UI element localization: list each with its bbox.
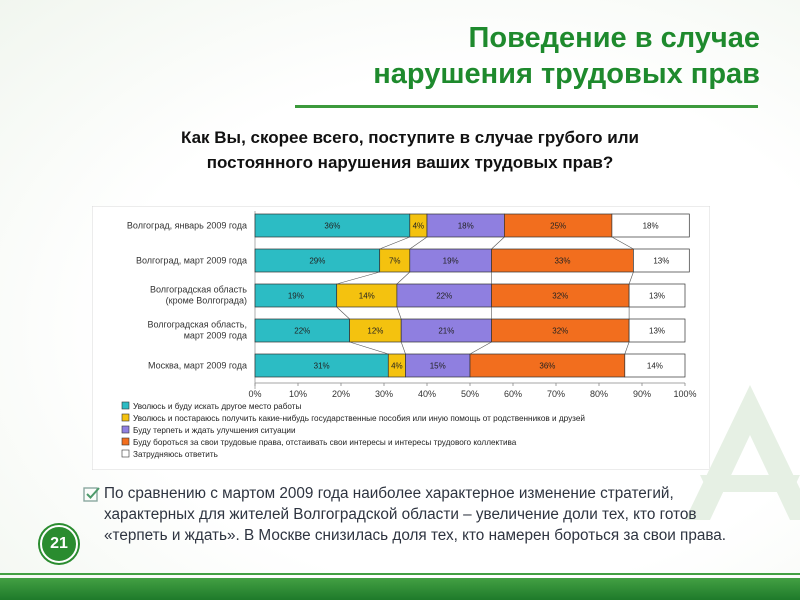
data-label: 14% [359, 292, 375, 301]
data-label: 4% [391, 362, 403, 371]
data-label: 22% [294, 327, 310, 336]
connector-line [336, 271, 380, 285]
data-label: 15% [430, 362, 446, 371]
data-label: 19% [443, 257, 459, 266]
data-label: 13% [649, 327, 665, 336]
data-label: 4% [413, 222, 425, 231]
data-label: 18% [458, 222, 474, 231]
question-text: Как Вы, скорее всего, поступите в случае… [80, 125, 740, 175]
connector-line [409, 236, 428, 250]
connector-line [628, 271, 634, 285]
data-label: 22% [436, 292, 452, 301]
x-tick-label: 100% [673, 389, 696, 399]
connector-line [396, 271, 411, 285]
title-underline [295, 105, 758, 108]
data-label: 7% [389, 257, 401, 266]
x-tick-label: 40% [418, 389, 436, 399]
slide-title: Поведение в случае нарушения трудовых пр… [240, 20, 760, 92]
legend-swatch [121, 401, 130, 410]
question-line-1: Как Вы, скорее всего, поступите в случае… [181, 128, 639, 147]
category-label: Волгоград, январь 2009 года [127, 221, 247, 231]
bar-segment [624, 353, 686, 378]
connector-line [336, 306, 350, 320]
data-label: 13% [653, 257, 669, 266]
page-number-badge: 21 [40, 525, 78, 563]
x-tick-label: 60% [504, 389, 522, 399]
data-label: 36% [324, 222, 340, 231]
data-label: 31% [314, 362, 330, 371]
connector-line [611, 236, 634, 250]
x-tick-label: 30% [375, 389, 393, 399]
data-label: 13% [649, 292, 665, 301]
title-line-2: нарушения трудовых прав [373, 58, 760, 90]
x-tick-label: 70% [547, 389, 565, 399]
stacked-bar-chart: Волгоград, январь 2009 года Волгоград, ма… [92, 206, 710, 470]
legend-label: Буду бороться за свои трудовые права, от… [133, 438, 517, 447]
legend-swatch [121, 449, 130, 458]
data-label: 21% [438, 327, 454, 336]
category-label: Волгоградская область (кроме Волгограда) [150, 285, 247, 306]
data-label: 18% [643, 222, 659, 231]
connector-line [624, 341, 630, 355]
x-tick-label: 50% [461, 389, 479, 399]
x-tick-label: 0% [248, 389, 261, 399]
legend-label: Затрудняюсь ответить [133, 450, 218, 459]
bar-segment [633, 248, 690, 273]
connector-line [400, 341, 406, 355]
bar-segment [628, 318, 686, 343]
question-line-2: постоянного нарушения ваших трудовых пра… [206, 153, 614, 172]
connector-line [469, 341, 492, 355]
data-label: 32% [552, 327, 568, 336]
data-label: 25% [550, 222, 566, 231]
category-label: Волгоград, март 2009 года [136, 256, 247, 266]
data-label: 36% [539, 362, 555, 371]
connector-line [491, 236, 505, 250]
data-label: 32% [552, 292, 568, 301]
logo-watermark-icon [685, 385, 800, 520]
data-label: 19% [288, 292, 304, 301]
connector-line [379, 236, 410, 250]
data-label: 12% [367, 327, 383, 336]
data-label: 29% [309, 257, 325, 266]
title-line-1: Поведение в случае [468, 22, 760, 54]
bar-segment [611, 213, 690, 238]
data-label: 14% [647, 362, 663, 371]
x-tick-label: 20% [332, 389, 350, 399]
legend-swatch [121, 425, 130, 434]
legend-swatch [121, 437, 130, 446]
x-tick-label: 10% [289, 389, 307, 399]
bar-segment [628, 283, 686, 308]
summary-text: По сравнению с мартом 2009 года наиболее… [104, 485, 727, 544]
data-label: 33% [554, 257, 570, 266]
footer-bar [0, 573, 800, 600]
checkbox-icon [83, 487, 100, 502]
legend-swatch [121, 413, 130, 422]
category-label: Москва, март 2009 года [148, 361, 247, 371]
connector-line [349, 341, 389, 355]
x-tick-label: 80% [590, 389, 608, 399]
legend-label: Уволюсь и буду искать другое место работ… [133, 402, 302, 411]
connector-line [396, 306, 402, 320]
legend-label: Уволюсь и постараюсь получить какие-нибу… [133, 414, 585, 423]
legend-label: Буду терпеть и ждать улучшения ситуации [133, 426, 296, 435]
x-tick-label: 90% [633, 389, 651, 399]
category-label: Волгоградская область, март 2009 года [147, 320, 247, 341]
